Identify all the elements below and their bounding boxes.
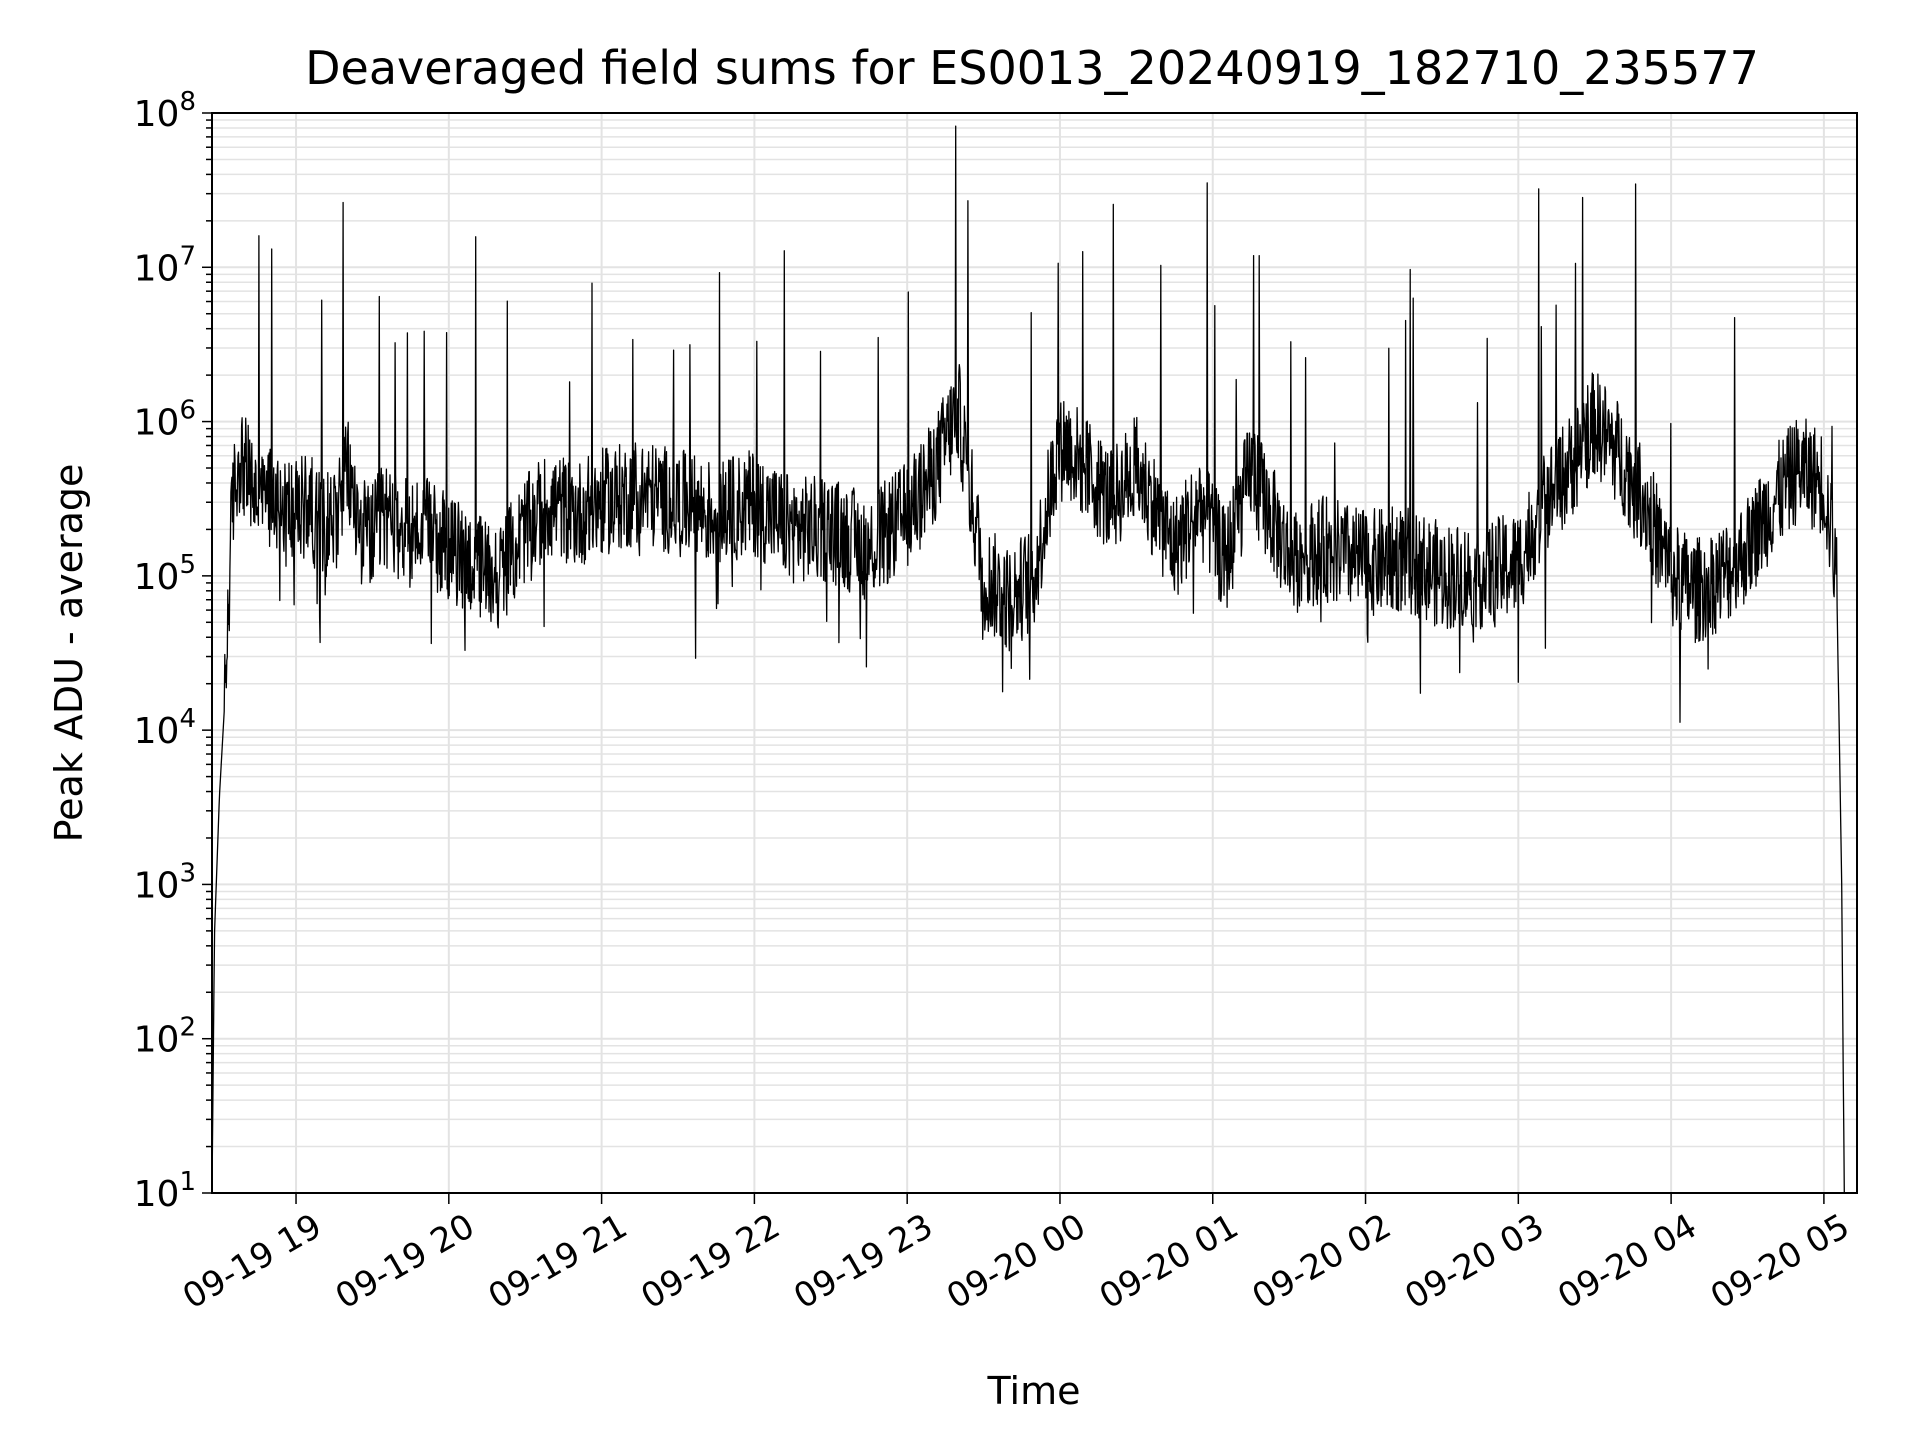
y-tick-label: 104 — [134, 704, 196, 752]
y-tick-exponent: 3 — [179, 858, 196, 888]
y-tick-label: 105 — [134, 550, 196, 598]
y-tick-base: 10 — [134, 403, 180, 444]
plot-frame — [211, 112, 1858, 1194]
y-tick-exponent: 8 — [179, 87, 196, 117]
y-tick-label: 106 — [134, 396, 196, 444]
y-tick-label: 102 — [134, 1013, 196, 1061]
y-tick-exponent: 2 — [179, 1013, 196, 1043]
y-tick-label: 107 — [134, 241, 196, 289]
y-tick-label: 103 — [134, 858, 196, 906]
y-tick-base: 10 — [134, 865, 180, 906]
y-tick-exponent: 1 — [179, 1167, 196, 1197]
y-tick-base: 10 — [134, 557, 180, 598]
x-axis-label: Time — [987, 1369, 1081, 1413]
y-tick-label: 108 — [134, 87, 196, 135]
y-tick-base: 10 — [134, 1174, 180, 1215]
y-tick-exponent: 5 — [179, 550, 196, 580]
y-tick-label: 101 — [134, 1167, 196, 1215]
y-tick-exponent: 6 — [179, 396, 196, 426]
y-tick-base: 10 — [134, 248, 180, 289]
grid — [212, 112, 1857, 1194]
series-line — [211, 125, 1845, 1194]
y-tick-base: 10 — [134, 1020, 180, 1061]
y-tick-base: 10 — [134, 711, 180, 752]
y-tick-exponent: 7 — [179, 241, 196, 271]
y-tick-base: 10 — [134, 94, 180, 135]
plot-area — [211, 125, 1845, 1194]
y-tick-exponent: 4 — [179, 704, 196, 734]
y-axis-label: Peak ADU - average — [47, 464, 91, 843]
chart-title: Deaveraged field sums for ES0013_2024091… — [305, 41, 1759, 95]
